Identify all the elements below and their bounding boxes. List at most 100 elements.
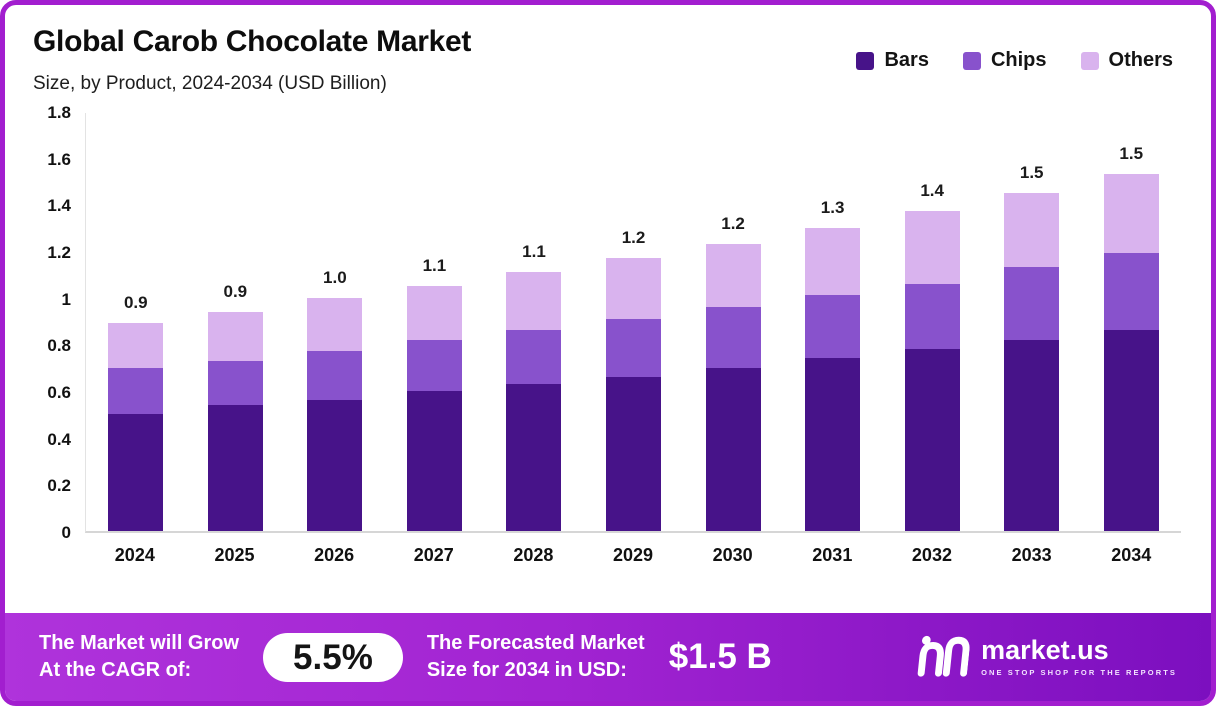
bar-segment-chips bbox=[1103, 253, 1159, 331]
x-axis-label: 2030 bbox=[712, 545, 753, 565]
y-tick-label: 0.2 bbox=[47, 476, 71, 496]
x-axis-label: 2032 bbox=[911, 545, 952, 565]
y-tick-label: 1.2 bbox=[47, 243, 71, 262]
brand-name: market.us bbox=[981, 635, 1109, 665]
bar-stack bbox=[805, 227, 861, 531]
bar-segment-chips bbox=[805, 295, 861, 359]
bar-segment-others bbox=[307, 297, 363, 352]
cagr-label: The Market will Grow At the CAGR of: bbox=[39, 630, 239, 684]
x-axis-label: 2029 bbox=[613, 545, 654, 565]
bar-column-2031: 1.3 bbox=[783, 198, 883, 531]
bar-stack bbox=[705, 244, 761, 531]
bar-segment-others bbox=[108, 323, 164, 368]
y-tick-label: 1.4 bbox=[47, 196, 71, 216]
legend-label-others: Others bbox=[1108, 49, 1173, 71]
page-subtitle: Size, by Product, 2024-2034 (USD Billion… bbox=[33, 73, 387, 94]
forecast-label: The Forecasted Market Size for 2034 in U… bbox=[427, 630, 645, 684]
x-axis-label: 2026 bbox=[314, 545, 355, 565]
bar-segment-others bbox=[705, 244, 761, 308]
bar-column-2027: 1.1 bbox=[385, 256, 485, 531]
bar-segment-bars bbox=[406, 391, 462, 531]
market-us-logo-icon bbox=[917, 632, 970, 683]
header-titles: Global Carob Chocolate Market Size, by P… bbox=[33, 25, 471, 95]
bar-segment-others bbox=[904, 211, 960, 284]
bar-stack bbox=[406, 286, 462, 531]
bar-total-label: 0.9 bbox=[223, 281, 248, 301]
legend-item-bars: Bars bbox=[856, 49, 929, 72]
bar-segment-bars bbox=[207, 405, 263, 531]
bar-total-label: 1.1 bbox=[422, 256, 447, 276]
y-tick-label: 1.6 bbox=[47, 149, 71, 169]
bar-column-2024: 0.9 bbox=[86, 293, 186, 531]
bar-total-label: 1.3 bbox=[820, 197, 845, 217]
bar-stack bbox=[1103, 174, 1159, 531]
x-axis-label: 2027 bbox=[413, 545, 454, 565]
bar-column-2033: 1.5 bbox=[982, 163, 1082, 531]
legend-label-bars: Bars bbox=[884, 49, 929, 71]
bar-column-2029: 1.2 bbox=[584, 228, 684, 531]
legend-swatch-others bbox=[1080, 51, 1099, 70]
y-tick-label: 0.4 bbox=[47, 429, 71, 449]
bar-column-2032: 1.4 bbox=[882, 181, 982, 531]
y-tick-label: 1 bbox=[61, 289, 71, 309]
bar-column-2028: 1.1 bbox=[484, 242, 584, 531]
x-axis-label: 2031 bbox=[812, 545, 853, 565]
cagr-label-line1: The Market will Grow bbox=[39, 632, 240, 654]
legend-item-others: Others bbox=[1080, 49, 1173, 72]
bar-segment-chips bbox=[207, 360, 263, 405]
chart: 1.8 1.6 1.4 1.2 1 0.8 0.6 0.4 0.2 0 0.9 0.9 1.0 1.1 1… bbox=[5, 99, 1211, 566]
cagr-label-line2: At the CAGR of: bbox=[39, 659, 192, 681]
header: Global Carob Chocolate Market Size, by P… bbox=[5, 5, 1211, 99]
forecast-label-line2: Size for 2034 in USD: bbox=[426, 659, 627, 681]
bar-segment-others bbox=[406, 286, 462, 340]
bar-segment-chips bbox=[506, 330, 562, 384]
y-tick-label: 1.8 bbox=[47, 103, 71, 122]
y-tick-label: 0.6 bbox=[47, 383, 71, 402]
bar-stack bbox=[108, 323, 164, 531]
x-axis-label: 2034 bbox=[1111, 545, 1152, 565]
bar-total-label: 1.5 bbox=[1119, 144, 1144, 164]
bar-segment-bars bbox=[1103, 330, 1159, 531]
bar-total-label: 1.2 bbox=[621, 228, 646, 248]
y-tick-label: 0 bbox=[61, 523, 71, 542]
bar-segment-bars bbox=[108, 414, 164, 531]
x-axis-label: 2033 bbox=[1011, 545, 1052, 565]
bar-segment-others bbox=[207, 311, 263, 361]
brand-tagline: ONE STOP SHOP FOR THE REPORTS bbox=[981, 668, 1177, 677]
legend-swatch-bars bbox=[856, 51, 875, 70]
bar-stack bbox=[606, 258, 661, 531]
legend-item-chips: Chips bbox=[962, 49, 1047, 72]
forecast-value: $1.5 B bbox=[668, 637, 772, 676]
y-axis: 1.8 1.6 1.4 1.2 1 0.8 0.6 0.4 0.2 0 bbox=[21, 103, 85, 542]
plot-wrap: 0.9 0.9 1.0 1.1 1.1 1.2 1.2 1.3 1.4 1.5 1.5 2024 20… bbox=[85, 113, 1181, 566]
brand-logo: market.us ONE STOP SHOP FOR THE REPORTS bbox=[917, 632, 1177, 683]
brand-text: market.us ONE STOP SHOP FOR THE REPORTS bbox=[981, 635, 1177, 678]
bar-segment-others bbox=[1004, 192, 1060, 268]
bar-total-label: 1.5 bbox=[1019, 162, 1044, 182]
bar-stack bbox=[1004, 192, 1060, 531]
bar-total-label: 0.9 bbox=[123, 293, 148, 313]
bar-stack bbox=[506, 272, 562, 531]
bar-segment-others bbox=[506, 272, 562, 331]
bar-column-2026: 1.0 bbox=[285, 268, 385, 531]
bar-segment-bars bbox=[904, 349, 960, 531]
bar-segment-bars bbox=[307, 400, 363, 531]
cagr-value-pill: 5.5% bbox=[263, 632, 403, 682]
plot-area: 0.9 0.9 1.0 1.1 1.1 1.2 1.2 1.3 1.4 1.5 1.5 bbox=[85, 113, 1181, 533]
bar-segment-chips bbox=[904, 283, 960, 349]
bar-stack bbox=[307, 297, 363, 531]
legend-swatch-chips bbox=[962, 51, 981, 70]
bar-segment-bars bbox=[1004, 339, 1060, 531]
x-axis-label: 2024 bbox=[114, 545, 155, 565]
bar-column-2030: 1.2 bbox=[683, 214, 783, 531]
bar-segment-others bbox=[606, 258, 661, 319]
bar-segment-bars bbox=[506, 384, 562, 531]
legend: Bars Chips Others bbox=[856, 49, 1173, 72]
bar-segment-chips bbox=[705, 307, 761, 368]
bar-total-label: 1.0 bbox=[323, 267, 347, 287]
bar-segment-bars bbox=[606, 377, 661, 531]
bar-segment-chips bbox=[1004, 267, 1060, 340]
x-axis-label: 2025 bbox=[214, 545, 255, 565]
bar-segment-bars bbox=[705, 367, 761, 531]
